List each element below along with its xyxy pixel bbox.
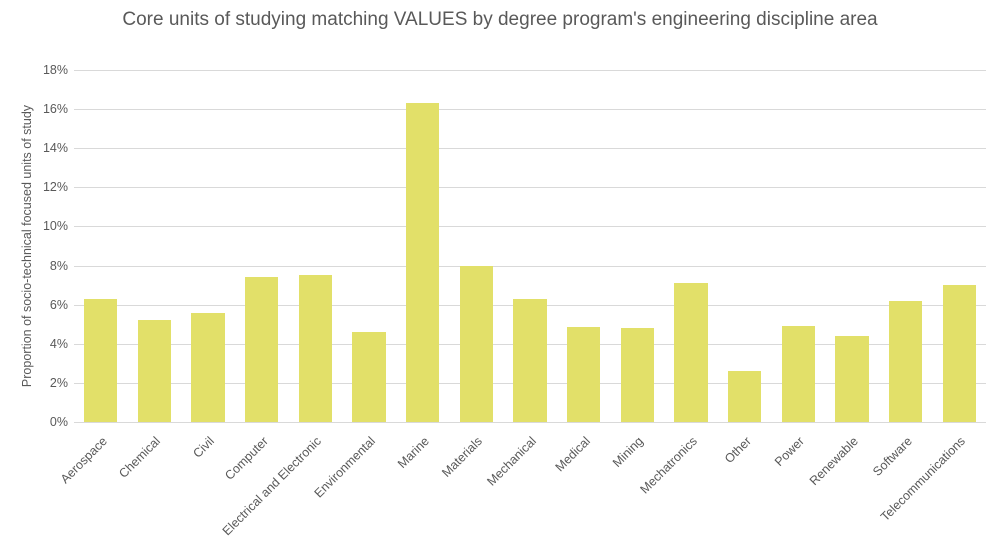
chart-title: Core units of studying matching VALUES b…: [0, 8, 1000, 33]
chart: Core units of studying matching VALUES b…: [0, 0, 1000, 551]
y-tick-label: 14%: [10, 141, 68, 155]
bar: [621, 328, 654, 422]
bar: [674, 283, 707, 422]
bar: [567, 327, 600, 422]
bar: [299, 275, 332, 422]
bar: [191, 313, 224, 423]
gridline: [74, 70, 986, 71]
bar: [138, 320, 171, 422]
y-tick-label: 0%: [10, 415, 68, 429]
x-axis-ticks: AerospaceChemicalCivilComputerElectrical…: [74, 422, 986, 551]
bar: [889, 301, 922, 422]
y-tick-label: 8%: [10, 259, 68, 273]
y-tick-label: 4%: [10, 337, 68, 351]
gridline: [74, 266, 986, 267]
plot-area: [74, 70, 986, 422]
bar: [943, 285, 976, 422]
bar: [406, 103, 439, 422]
y-tick-label: 2%: [10, 376, 68, 390]
y-tick-label: 6%: [10, 298, 68, 312]
bar: [835, 336, 868, 422]
gridline: [74, 148, 986, 149]
gridline: [74, 187, 986, 188]
y-tick-label: 10%: [10, 219, 68, 233]
bar: [460, 266, 493, 422]
y-axis-label: Proportion of socio-technical focused un…: [20, 70, 34, 422]
bar: [245, 277, 278, 422]
y-tick-label: 16%: [10, 102, 68, 116]
bar: [782, 326, 815, 422]
y-tick-label: 18%: [10, 63, 68, 77]
bar: [513, 299, 546, 422]
bar: [352, 332, 385, 422]
gridline: [74, 226, 986, 227]
gridline: [74, 109, 986, 110]
bar: [84, 299, 117, 422]
y-tick-label: 12%: [10, 180, 68, 194]
bar: [728, 371, 761, 422]
